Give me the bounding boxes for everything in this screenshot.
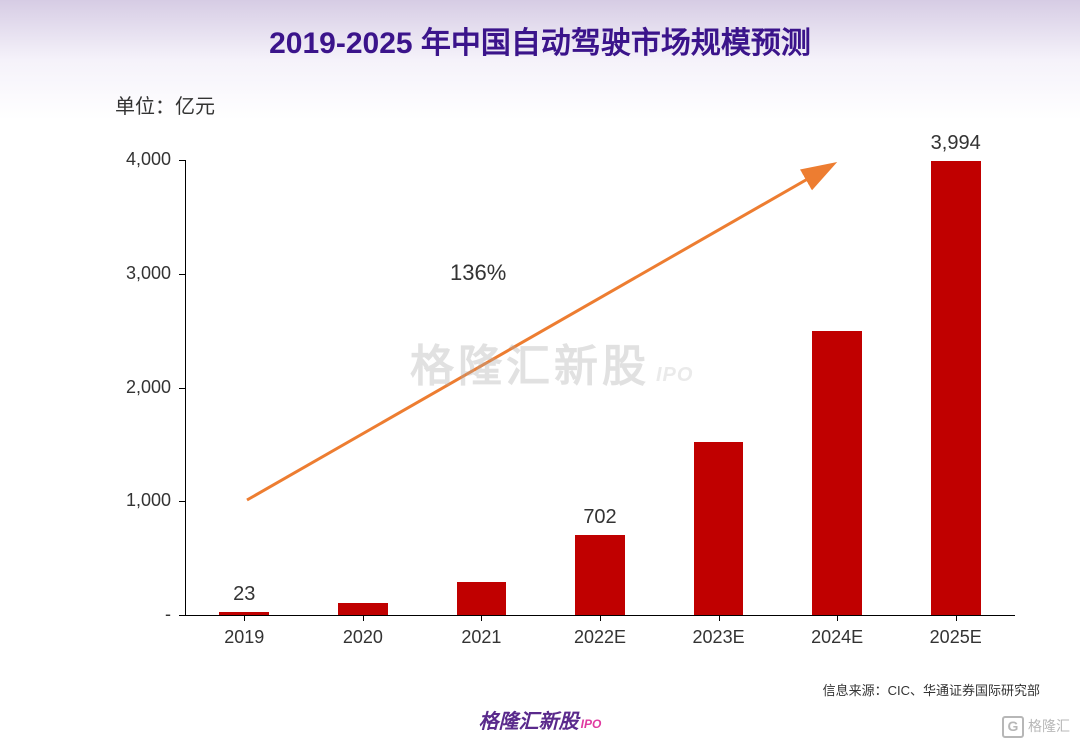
y-tick-label: - <box>91 604 171 625</box>
footer-brand: 格隆汇新股IPO <box>0 705 1080 734</box>
x-tick <box>244 615 245 621</box>
y-tick <box>179 501 185 502</box>
page-root: 2019-2025 年中国自动驾驶市场规模预测 单位：亿元 -1,0002,00… <box>0 0 1080 748</box>
y-axis-line <box>185 160 186 615</box>
footer-brand-text: 格隆汇新股 <box>479 711 579 733</box>
x-tick <box>363 615 364 621</box>
x-tick <box>481 615 482 621</box>
bar <box>575 535 625 615</box>
footer-brand-ipo: IPO <box>581 717 602 731</box>
bar <box>219 612 269 615</box>
x-tick-label: 2025E <box>896 627 1015 648</box>
bar-value-label: 23 <box>233 583 255 606</box>
y-tick-label: 4,000 <box>91 149 171 170</box>
x-tick-label: 2022E <box>541 627 660 648</box>
growth-rate-label: 136% <box>450 260 506 286</box>
bar <box>457 582 507 615</box>
x-tick-label: 2024E <box>778 627 897 648</box>
source-text: 信息来源：CIC、华通证券国际研究部 <box>823 680 1040 699</box>
x-tick <box>600 615 601 621</box>
bar <box>694 442 744 615</box>
y-tick-label: 1,000 <box>91 490 171 511</box>
plot-area: -1,0002,0003,0004,000201923202020212022E… <box>185 160 1015 615</box>
y-tick-label: 3,000 <box>91 263 171 284</box>
bar <box>338 603 388 616</box>
x-tick-label: 2019 <box>185 627 304 648</box>
x-tick <box>837 615 838 621</box>
y-tick-label: 2,000 <box>91 377 171 398</box>
corner-watermark-text: 格隆汇 <box>1028 718 1070 734</box>
bar <box>931 161 981 615</box>
corner-watermark: G格隆汇 <box>1002 716 1070 738</box>
x-tick-label: 2020 <box>304 627 423 648</box>
bar-value-label: 702 <box>583 506 616 529</box>
bar-value-label: 3,994 <box>931 132 981 155</box>
x-tick <box>719 615 720 621</box>
chart-title: 2019-2025 年中国自动驾驶市场规模预测 <box>0 18 1080 62</box>
x-tick-label: 2023E <box>659 627 778 648</box>
y-tick <box>179 160 185 161</box>
x-tick-label: 2021 <box>422 627 541 648</box>
x-tick <box>956 615 957 621</box>
y-tick <box>179 615 185 616</box>
corner-watermark-icon: G <box>1002 716 1024 738</box>
y-tick <box>179 274 185 275</box>
bar <box>812 331 862 615</box>
y-tick <box>179 388 185 389</box>
unit-label: 单位：亿元 <box>115 90 215 119</box>
